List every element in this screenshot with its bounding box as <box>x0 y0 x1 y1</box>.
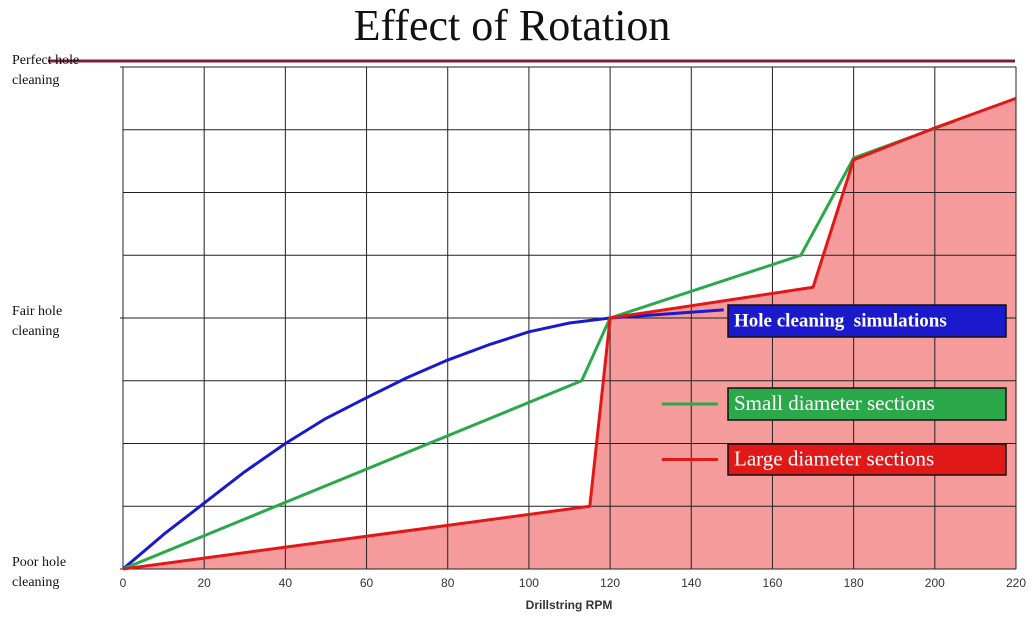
y-tick-label-line: cleaning <box>12 324 59 339</box>
y-tick-label: Perfect hole cleaning <box>12 53 79 88</box>
chart-title: Effect of Rotation <box>354 1 671 50</box>
x-tick-label: 100 <box>519 576 539 590</box>
x-tick-label: 80 <box>441 576 455 590</box>
y-tick-label-line: Perfect hole <box>12 53 79 68</box>
x-tick-label: 40 <box>279 576 293 590</box>
y-tick-label: Poor hole cleaning <box>12 555 66 590</box>
x-tick-label: 200 <box>925 576 945 590</box>
legend-box <box>727 443 1007 476</box>
x-tick-label: 140 <box>681 576 701 590</box>
y-tick-label-line: cleaning <box>12 73 59 88</box>
y-tick-label-line: Poor hole <box>12 555 66 570</box>
legend-box <box>727 304 1007 338</box>
legend-label: Small diameter sections <box>734 391 935 415</box>
series-line <box>122 96 1017 571</box>
legend-box <box>727 387 1007 421</box>
x-tick-label: 0 <box>120 576 127 590</box>
x-tick-label: 120 <box>600 576 620 590</box>
y-tick-label-line: Fair hole <box>12 304 62 319</box>
x-tick-label: 180 <box>844 576 864 590</box>
legend-label: Large diameter sections <box>734 446 934 470</box>
x-axis-label: Drillstring RPM <box>526 598 613 612</box>
y-tick-label-line: cleaning <box>12 575 59 590</box>
x-tick-label: 20 <box>198 576 212 590</box>
series-line <box>122 308 724 571</box>
x-tick-label: 160 <box>762 576 782 590</box>
x-tick-label: 60 <box>360 576 374 590</box>
y-tick-label: Fair hole cleaning <box>12 304 62 339</box>
x-tick-label: 220 <box>1006 576 1026 590</box>
legend-label: Hole cleaning simulations <box>734 310 947 331</box>
